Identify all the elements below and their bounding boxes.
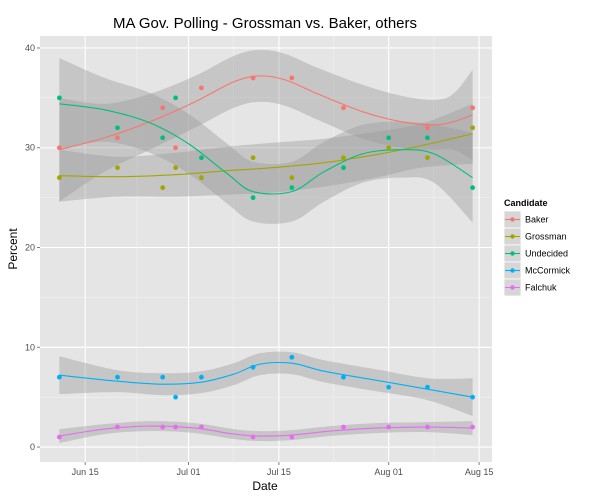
data-points <box>56 75 476 440</box>
trend-line-baker <box>59 75 473 151</box>
point-mccormick <box>289 354 295 360</box>
point-undecided <box>289 185 295 191</box>
trend-line-undecided <box>59 103 473 195</box>
point-mccormick <box>173 394 179 400</box>
point-baker <box>289 75 295 81</box>
legend-label-falchuk: Falchuk <box>525 283 557 293</box>
point-undecided <box>386 135 392 141</box>
point-falchuk <box>199 424 204 430</box>
point-undecided <box>250 195 256 201</box>
trend-line-mccormick <box>59 362 473 398</box>
y-tick-label: 10 <box>25 342 35 352</box>
legend-point-undecided <box>510 251 515 256</box>
legend-label-mccormick: McCormick <box>525 266 570 276</box>
point-undecided <box>160 135 166 141</box>
point-falchuk <box>289 434 295 440</box>
point-undecided <box>470 185 476 191</box>
point-falchuk <box>341 424 346 430</box>
point-baker <box>160 105 166 111</box>
point-grossman <box>56 175 62 181</box>
x-tick-label: Jul 15 <box>267 467 291 477</box>
y-tick-label: 30 <box>25 143 35 153</box>
point-grossman <box>199 175 204 181</box>
legend: Candidate Baker Grossman Undecided McCormic… <box>503 198 570 297</box>
band-undecided <box>59 57 473 224</box>
plot-panel <box>40 36 492 462</box>
point-falchuk <box>56 434 62 440</box>
point-undecided <box>115 125 120 131</box>
band-mccormick <box>59 351 473 417</box>
y-tick-label: 40 <box>25 43 35 53</box>
y-axis: 0 10 20 30 40 <box>25 43 40 452</box>
point-mccormick <box>115 374 120 380</box>
point-baker <box>341 105 346 111</box>
point-undecided <box>56 95 62 101</box>
point-falchuk <box>250 434 256 440</box>
point-baker <box>199 85 204 91</box>
x-tick-label: Jun 15 <box>72 467 99 477</box>
point-mccormick <box>250 364 256 370</box>
legend-point-mccormick <box>510 268 515 273</box>
point-grossman <box>115 165 120 171</box>
band-baker <box>59 49 473 202</box>
point-undecided <box>173 95 179 101</box>
legend-label-undecided: Undecided <box>525 249 568 259</box>
point-undecided <box>341 165 346 171</box>
point-falchuk <box>470 424 476 430</box>
point-mccormick <box>199 374 204 380</box>
point-grossman <box>386 145 392 151</box>
point-mccormick <box>386 384 392 390</box>
x-axis: Jun 15 Jul 01 Jul 15 Aug 01 Aug 15 <box>72 462 494 477</box>
x-tick-label: Aug 01 <box>374 467 403 477</box>
x-tick-label: Aug 15 <box>465 467 494 477</box>
point-mccormick <box>341 374 346 380</box>
point-grossman <box>160 185 166 191</box>
legend-point-falchuk <box>510 285 515 290</box>
x-tick-label: Jul 01 <box>176 467 200 477</box>
point-mccormick <box>160 374 166 380</box>
point-grossman <box>289 175 295 181</box>
point-baker <box>470 105 476 111</box>
x-axis-title: Date <box>252 479 278 493</box>
point-baker <box>250 75 256 81</box>
point-falchuk <box>386 424 392 430</box>
legend-point-baker <box>510 217 515 222</box>
point-falchuk <box>115 424 120 430</box>
chart-title: MA Gov. Polling - Grossman vs. Baker, ot… <box>113 15 417 32</box>
legend-title: Candidate <box>504 198 548 208</box>
y-axis-title: Percent <box>6 228 20 270</box>
point-mccormick <box>470 394 476 400</box>
point-baker <box>425 125 430 131</box>
point-grossman <box>250 155 256 161</box>
point-baker <box>173 145 179 151</box>
point-mccormick <box>425 384 430 390</box>
grid-lines <box>40 36 492 462</box>
point-undecided <box>199 155 204 161</box>
point-baker <box>56 145 62 151</box>
point-grossman <box>173 165 179 171</box>
trend-line-grossman <box>59 133 473 178</box>
point-mccormick <box>56 374 62 380</box>
y-tick-label: 0 <box>30 442 35 452</box>
point-falchuk <box>160 424 166 430</box>
band-grossman <box>59 103 473 202</box>
point-grossman <box>425 155 430 161</box>
legend-label-grossman: Grossman <box>525 232 567 242</box>
point-falchuk <box>425 424 430 430</box>
point-baker <box>115 135 120 141</box>
point-falchuk <box>173 424 179 430</box>
legend-label-baker: Baker <box>525 215 549 225</box>
point-grossman <box>341 155 346 161</box>
legend-point-grossman <box>510 234 515 239</box>
point-undecided <box>425 135 430 141</box>
y-tick-label: 20 <box>25 243 35 253</box>
point-grossman <box>470 125 476 131</box>
